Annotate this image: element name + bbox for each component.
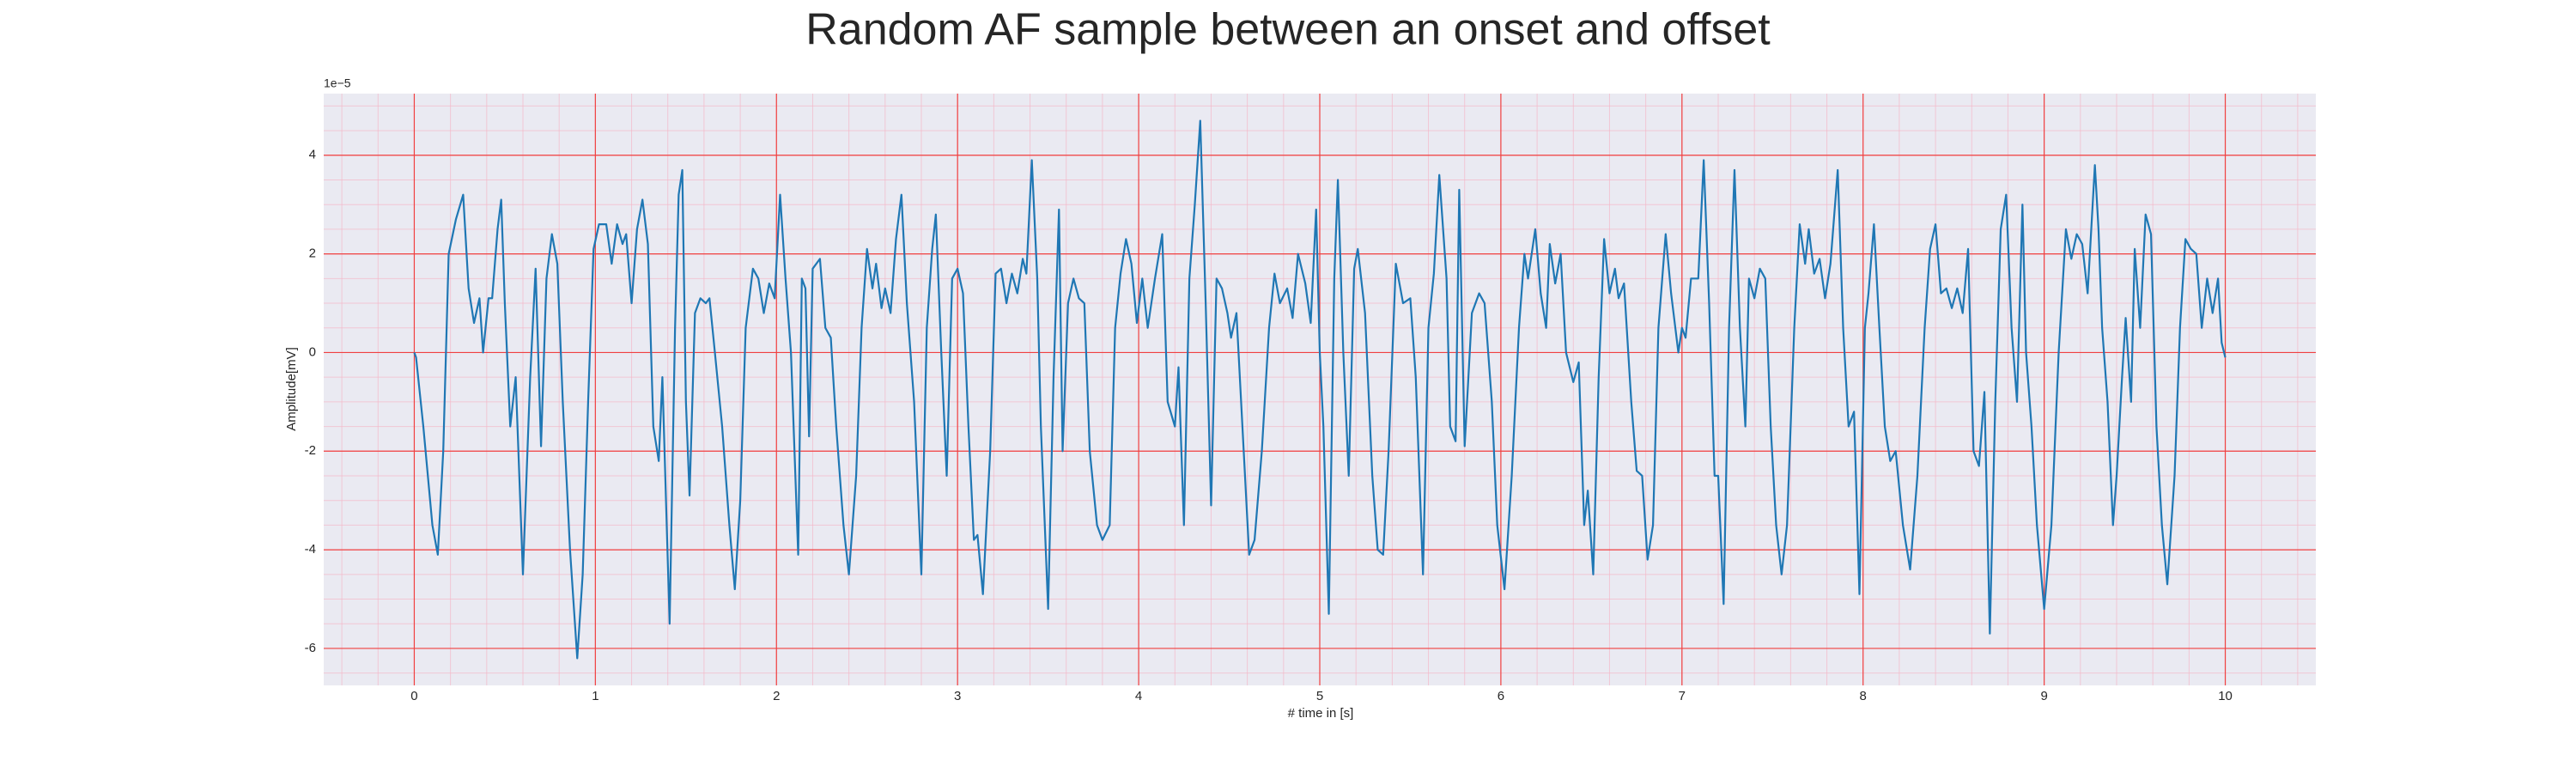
x-axis-label: # time in [s] [1288, 706, 1354, 721]
x-tick-label: 1 [592, 689, 598, 703]
y-offset-label: 1e−5 [324, 76, 351, 90]
y-tick-label: 2 [309, 247, 316, 261]
y-tick-label: -6 [305, 641, 316, 655]
x-tick-label: 0 [410, 689, 417, 703]
chart-title: Random AF sample between an onset and of… [805, 5, 1771, 55]
y-tick-label: -2 [305, 443, 316, 458]
y-axis-label: Amplitude[mV] [284, 347, 299, 431]
y-tick-label: 0 [309, 344, 316, 359]
x-tick-label: 10 [2218, 689, 2233, 703]
x-tick-label: 6 [1498, 689, 1504, 703]
x-tick-label: 5 [1316, 689, 1323, 703]
x-tick-label: 9 [2040, 689, 2047, 703]
x-tick-label: 8 [1860, 689, 1867, 703]
y-tick-label: -4 [305, 542, 316, 557]
signal-line [413, 119, 2227, 660]
x-tick-label: 7 [1679, 689, 1686, 703]
x-tick-label: 2 [773, 689, 780, 703]
y-tick-label: 4 [309, 148, 316, 162]
x-tick-label: 3 [954, 689, 961, 703]
x-tick-label: 4 [1135, 689, 1142, 703]
